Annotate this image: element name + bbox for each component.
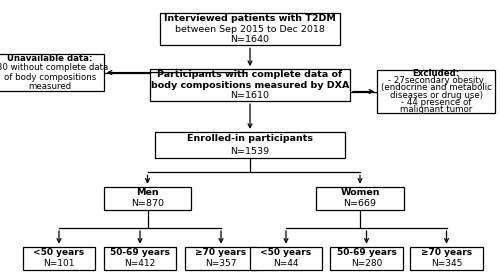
Text: of body compositions: of body compositions: [4, 73, 96, 82]
Text: Enrolled-in participants: Enrolled-in participants: [187, 134, 313, 143]
FancyBboxPatch shape: [185, 247, 257, 270]
Text: 50-69 years: 50-69 years: [336, 248, 396, 257]
FancyBboxPatch shape: [250, 247, 322, 270]
Text: malignant tumor: malignant tumor: [400, 105, 472, 114]
Text: measured: measured: [28, 82, 72, 91]
Text: body compositions measured by DXA: body compositions measured by DXA: [151, 81, 349, 90]
Text: Men: Men: [136, 188, 159, 197]
FancyBboxPatch shape: [378, 70, 494, 113]
Text: (endocrine and metabolic: (endocrine and metabolic: [380, 83, 492, 92]
FancyBboxPatch shape: [104, 187, 191, 210]
Text: N=669: N=669: [344, 199, 376, 208]
Text: N=412: N=412: [124, 259, 156, 268]
FancyBboxPatch shape: [160, 13, 340, 45]
FancyBboxPatch shape: [330, 247, 403, 270]
Text: N=1539: N=1539: [230, 147, 270, 156]
FancyBboxPatch shape: [150, 69, 350, 101]
FancyBboxPatch shape: [23, 247, 95, 270]
Text: N=101: N=101: [44, 259, 75, 268]
FancyBboxPatch shape: [316, 187, 404, 210]
Text: N=870: N=870: [131, 199, 164, 208]
Text: Participants with complete data of: Participants with complete data of: [158, 70, 342, 79]
Text: Women: Women: [340, 188, 380, 197]
Text: <50 years: <50 years: [260, 248, 312, 257]
FancyBboxPatch shape: [155, 132, 345, 158]
Text: ≥70 years: ≥70 years: [196, 248, 246, 257]
Text: 50-69 years: 50-69 years: [110, 248, 170, 257]
Text: - 27secondary obesity: - 27secondary obesity: [388, 76, 484, 85]
Text: - 30 without complete data: - 30 without complete data: [0, 63, 108, 72]
Text: - 44 presence of: - 44 presence of: [401, 98, 471, 107]
Text: Interviewed patients with T2DM: Interviewed patients with T2DM: [164, 14, 336, 23]
Text: <50 years: <50 years: [34, 248, 84, 257]
Text: between Sep 2015 to Dec 2018: between Sep 2015 to Dec 2018: [175, 25, 325, 34]
FancyBboxPatch shape: [104, 247, 176, 270]
FancyBboxPatch shape: [410, 247, 483, 270]
Text: N=345: N=345: [431, 259, 462, 268]
Text: N=1610: N=1610: [230, 91, 270, 100]
Text: diseases or drug use): diseases or drug use): [390, 91, 482, 100]
FancyBboxPatch shape: [0, 54, 104, 92]
Text: Unavailable data:: Unavailable data:: [8, 54, 92, 63]
Text: N=357: N=357: [206, 259, 237, 268]
Text: N=44: N=44: [273, 259, 299, 268]
Text: ≥70 years: ≥70 years: [421, 248, 472, 257]
Text: N=280: N=280: [351, 259, 382, 268]
Text: N=1640: N=1640: [230, 35, 270, 44]
Text: Excluded:: Excluded:: [412, 69, 460, 78]
